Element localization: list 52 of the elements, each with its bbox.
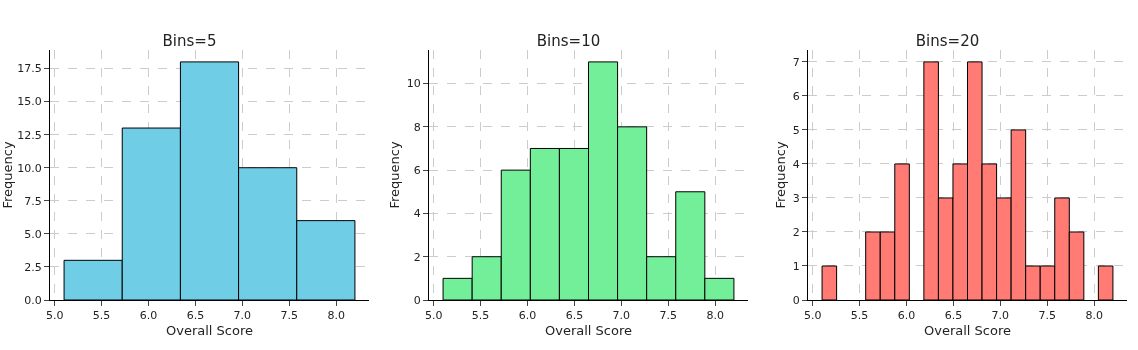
chart-title: Bins=10 [536, 31, 601, 50]
x-tick-label: 8.0 [706, 309, 724, 323]
y-tick-label: 1 [792, 259, 800, 273]
y-tick-label: 10 [406, 77, 421, 91]
x-tick-label: 7.0 [991, 309, 1010, 323]
x-tick-label: 5.0 [424, 309, 443, 323]
y-tick-label: 2 [413, 250, 421, 264]
x-tick-label: 6.0 [518, 309, 537, 323]
y-tick-label: 0 [413, 293, 421, 307]
x-tick-label: 5.0 [803, 309, 822, 323]
x-tick-label: 5.5 [92, 309, 111, 323]
y-tick-label: 5.0 [24, 227, 42, 241]
x-tick-label: 7.0 [233, 309, 252, 323]
y-axis-title: Frequency [386, 141, 402, 209]
x-axis-title: Overall Score [165, 322, 254, 338]
y-tick-label: 2.5 [24, 260, 42, 274]
y-tick-label: 4 [413, 207, 421, 221]
y-tick-label: 0.0 [24, 293, 42, 307]
y-tick-label: 2 [792, 225, 800, 239]
y-tick-label: 6 [413, 163, 421, 177]
x-tick-label: 6.5 [944, 309, 963, 323]
x-tick-label: 6.0 [139, 309, 158, 323]
y-tick-label: 15.0 [17, 95, 42, 109]
x-tick-label: 6.0 [897, 309, 916, 323]
y-tick-label: 8 [413, 120, 421, 134]
y-tick-label: 5 [792, 123, 800, 137]
y-tick-label: 3 [792, 191, 800, 205]
x-tick-label: 5.5 [850, 309, 869, 323]
y-tick-label: 10.0 [17, 161, 42, 175]
x-tick-label: 8.0 [1085, 309, 1103, 323]
y-tick-label: 12.5 [17, 128, 42, 142]
x-tick-label: 6.5 [186, 309, 205, 323]
y-tick-label: 6 [792, 89, 800, 103]
x-axis-title: Overall Score [923, 322, 1012, 338]
y-tick-label: 4 [792, 157, 800, 171]
y-tick-label: 17.5 [17, 62, 42, 76]
x-axis-title: Overall Score [544, 322, 633, 338]
y-tick-label: 0 [792, 293, 800, 307]
y-axis-title: Frequency [772, 141, 788, 209]
x-tick-label: 6.5 [565, 309, 584, 323]
chart-title: Bins=5 [162, 31, 217, 50]
x-tick-label: 7.0 [612, 309, 631, 323]
x-tick-label: 5.5 [471, 309, 490, 323]
y-tick-label: 7.5 [24, 194, 42, 208]
chart-title: Bins=20 [915, 31, 980, 50]
x-tick-label: 7.5 [659, 309, 677, 323]
y-tick-label: 7 [792, 55, 800, 69]
x-tick-label: 7.5 [280, 309, 298, 323]
x-tick-label: 7.5 [1038, 309, 1056, 323]
x-tick-label: 8.0 [327, 309, 345, 323]
y-axis-title: Frequency [0, 141, 15, 209]
x-tick-label: 5.0 [45, 309, 64, 323]
